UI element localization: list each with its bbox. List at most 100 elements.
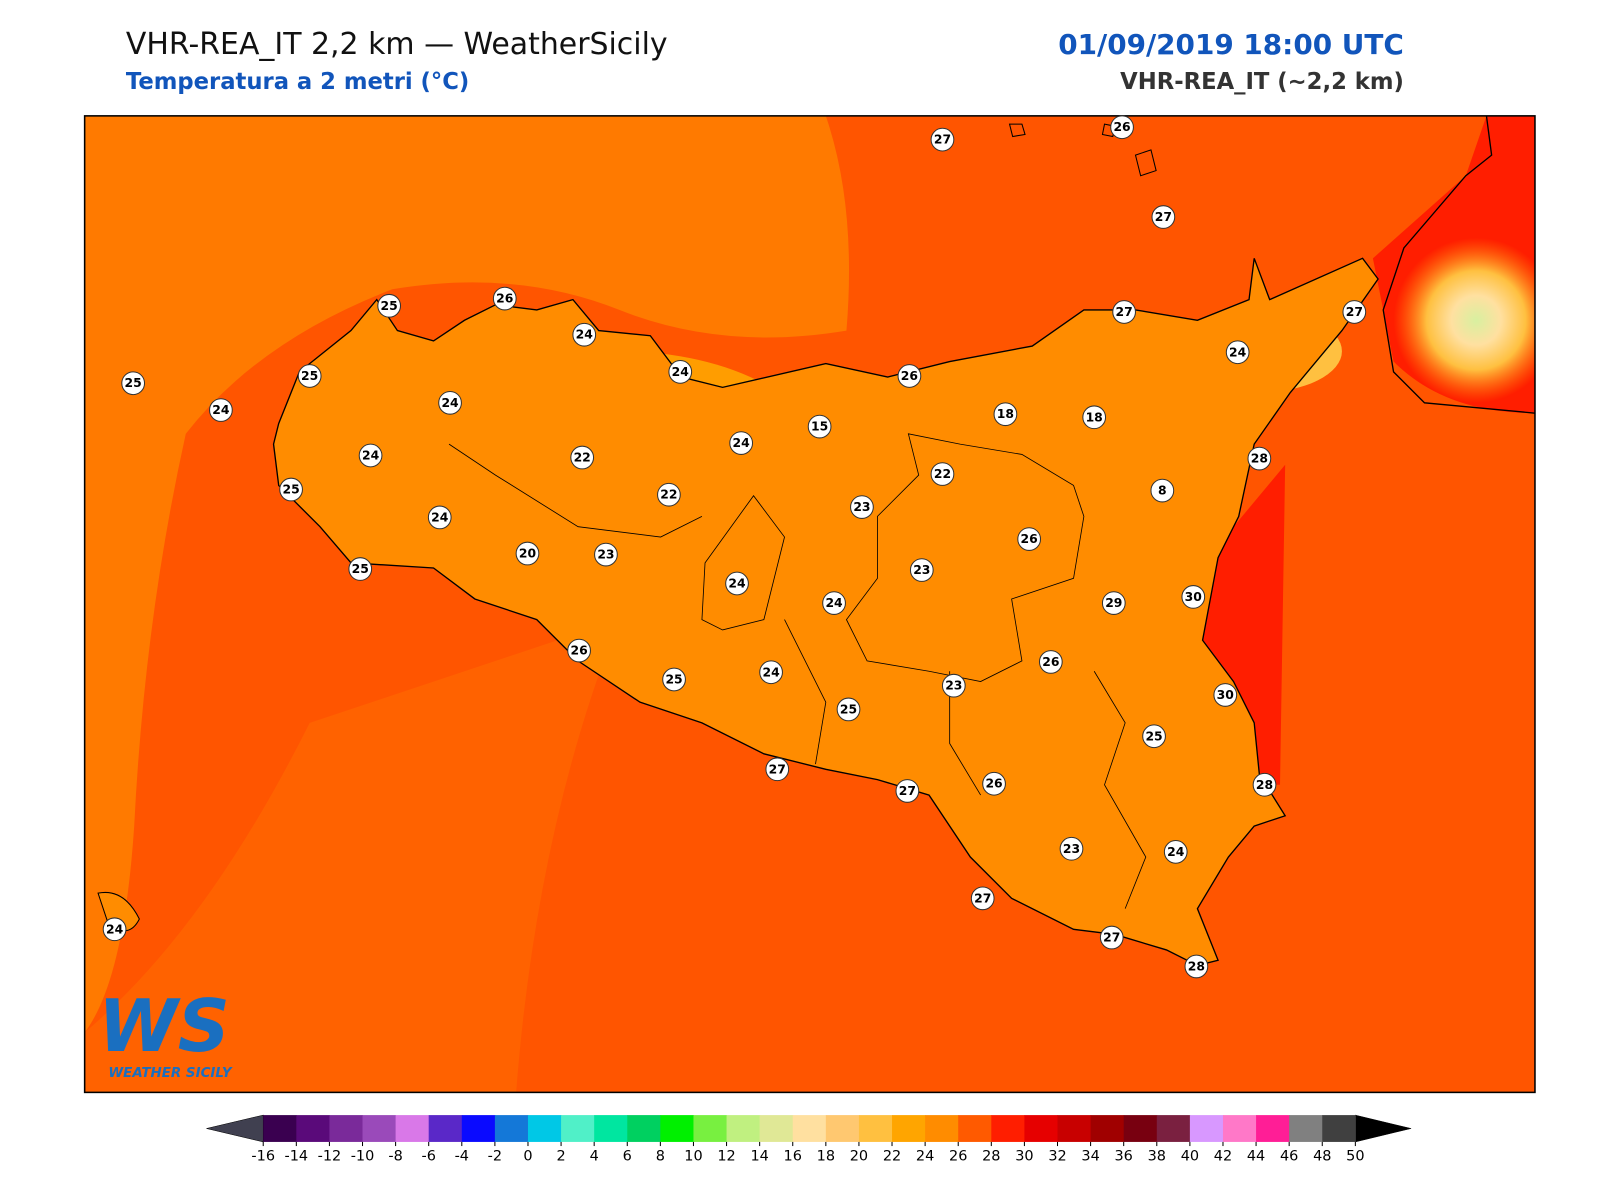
station-value: 30 <box>1185 590 1203 604</box>
colorbar-bin <box>627 1115 661 1142</box>
colorbar-bin <box>263 1115 297 1142</box>
stations: 27 26 27 25 26 24 24 26 27 27 24 25 25 24 24 24 15 18 18 24… <box>102 115 1367 979</box>
colorbar-bin <box>1289 1115 1323 1142</box>
colorbar: -16 -14 -12 -10 -8 -6 -4 -2 0 2 4 6 8 10 12 14 16 18 20 22 2… <box>206 1114 1412 1165</box>
colorbar-tick-label: -14 <box>285 1149 309 1165</box>
colorbar-tick-label: -6 <box>421 1149 435 1165</box>
station-marker <box>1184 954 1209 979</box>
station-marker <box>297 364 322 388</box>
station-value: 25 <box>125 376 142 390</box>
station-value: 26 <box>1113 120 1130 134</box>
station-marker <box>1163 840 1188 864</box>
colorbar-tick-label: 8 <box>656 1149 665 1165</box>
colorbar-tick-label: 6 <box>623 1149 632 1165</box>
station-value: 25 <box>840 702 857 716</box>
station-value: 26 <box>496 292 513 306</box>
station-value: 22 <box>574 451 591 465</box>
station-value: 24 <box>1229 345 1247 359</box>
colorbar-bin <box>395 1115 430 1142</box>
station-value: 25 <box>352 562 369 576</box>
colorbar-tick-label: 24 <box>916 1149 934 1165</box>
station-marker <box>427 505 452 530</box>
colorbar-tick-label: 2 <box>556 1149 565 1165</box>
station-marker <box>662 667 686 692</box>
colorbar-tick-label: 38 <box>1148 1149 1166 1165</box>
station-marker <box>970 886 995 911</box>
station-value: 26 <box>570 644 587 658</box>
station-value: 26 <box>1021 532 1038 546</box>
station-marker <box>657 482 681 507</box>
station-marker <box>930 127 955 152</box>
station-value: 24 <box>576 328 594 342</box>
station-marker <box>121 371 146 396</box>
colorbar-tick-label: 34 <box>1081 1149 1099 1165</box>
logo-mark: WS <box>98 985 230 1069</box>
station-marker <box>492 286 517 311</box>
station-value: 25 <box>381 299 398 313</box>
station-marker <box>1252 772 1277 797</box>
colorbar-bin <box>925 1115 959 1142</box>
colorbar-bin <box>1123 1115 1158 1142</box>
station-value: 8 <box>1158 484 1167 498</box>
colorbar-bin <box>726 1115 761 1142</box>
station-marker <box>1225 340 1250 365</box>
station-marker <box>909 558 934 582</box>
station-value: 24 <box>733 436 751 450</box>
colorbar-bin <box>825 1115 860 1142</box>
colorbar-tick-label: 0 <box>523 1149 532 1165</box>
station-value: 23 <box>945 679 962 693</box>
colorbar-tick-label: 42 <box>1214 1149 1232 1165</box>
colorbar-tick-label: 26 <box>949 1149 967 1165</box>
station-value: 22 <box>934 467 951 481</box>
station-value: 23 <box>1063 842 1080 856</box>
colorbar-tick-label: 50 <box>1346 1149 1364 1165</box>
colorbar-bin <box>296 1115 330 1142</box>
colorbar-bin <box>1057 1115 1092 1142</box>
colorbar-bin <box>1156 1115 1191 1142</box>
title: VHR-REA_IT 2,2 km — WeatherSicily <box>126 27 668 62</box>
colorbar-tick-label: -10 <box>351 1149 375 1165</box>
station-marker <box>348 557 373 581</box>
station-value: 26 <box>985 777 1002 791</box>
station-marker <box>930 462 955 486</box>
station-marker <box>1112 300 1136 324</box>
station-marker <box>594 542 618 567</box>
station-value: 25 <box>301 369 318 383</box>
station-value: 25 <box>282 483 299 497</box>
station-value: 28 <box>1256 778 1273 792</box>
colorbar-bin <box>991 1115 1025 1142</box>
station-marker <box>725 571 749 596</box>
colorbar-bin <box>1090 1115 1125 1142</box>
station-value: 29 <box>1105 596 1122 610</box>
colorbar-bin <box>792 1115 827 1142</box>
colorbar-tick-label: 12 <box>717 1149 735 1165</box>
colorbar-bin <box>362 1115 397 1142</box>
datetime: 01/09/2019 18:00 UTC <box>1058 28 1404 61</box>
station-value: 26 <box>1042 655 1059 669</box>
station-value: 27 <box>1346 305 1363 319</box>
colorbar-tick-label: -12 <box>318 1149 342 1165</box>
station-marker <box>572 322 597 347</box>
station-marker <box>1017 527 1042 551</box>
station-value: 15 <box>811 420 828 434</box>
station-value: 27 <box>769 762 786 776</box>
colorbar-tick-label: 46 <box>1280 1149 1298 1165</box>
station-marker <box>765 757 790 782</box>
station-value: 25 <box>665 672 682 686</box>
colorbar-bin <box>494 1115 529 1142</box>
station-value: 27 <box>899 784 916 798</box>
colorbar-bin <box>1256 1115 1290 1142</box>
colorbar-bin <box>892 1115 926 1142</box>
station-value: 22 <box>660 488 677 502</box>
colorbar-bin <box>858 1115 893 1142</box>
station-marker <box>1059 836 1084 861</box>
colorbar-bin <box>1222 1115 1257 1142</box>
colorbar-bin <box>759 1115 794 1142</box>
station-marker <box>1150 478 1175 503</box>
colorbar-tick-label: 4 <box>590 1149 599 1165</box>
colorbar-tick-label: 32 <box>1048 1149 1066 1165</box>
colorbar-tick-label: 48 <box>1313 1149 1331 1165</box>
colorbar-tick-label: 10 <box>684 1149 702 1165</box>
station-value: 23 <box>853 500 870 514</box>
